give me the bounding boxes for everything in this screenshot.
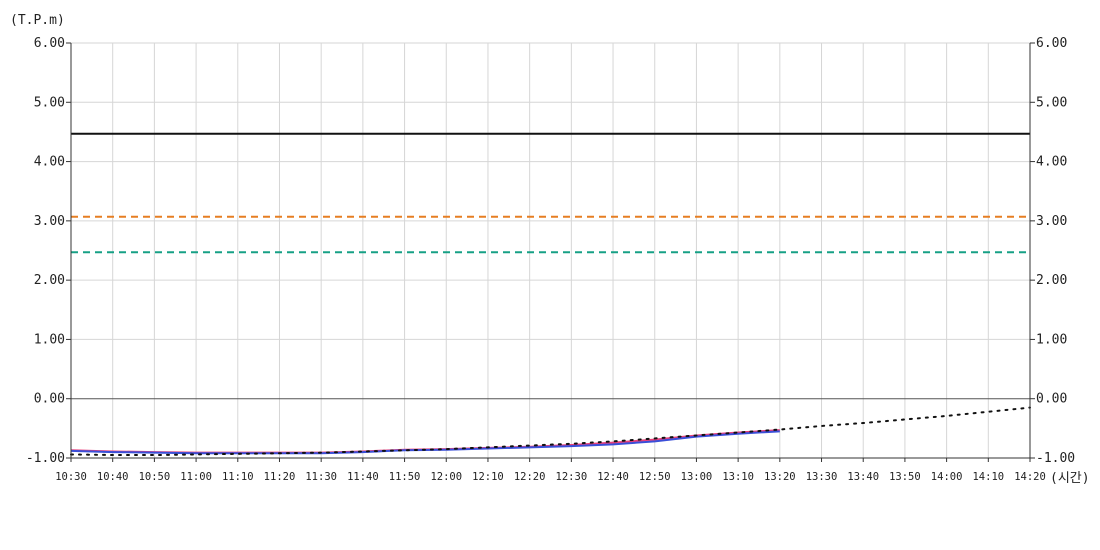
reference-lines (71, 132, 1030, 254)
x-tick-label: 10:40 (97, 471, 129, 483)
x-tick-label: 11:50 (389, 471, 421, 483)
y-axis-label: (T.P.m) (10, 13, 65, 28)
x-tick-label: 13:10 (722, 471, 754, 483)
y-tick-label-right: 2.00 (1036, 273, 1067, 288)
y-tick-label-left: -1.00 (26, 451, 65, 466)
x-tick-label: 13:40 (847, 471, 879, 483)
x-tick-label: 14:20 (1014, 471, 1046, 483)
y-tick-label-right: -1.00 (1036, 451, 1075, 466)
x-tick-label: 12:30 (556, 471, 588, 483)
y-tick-label-left: 1.00 (34, 332, 65, 347)
y-tick-label-right: 3.00 (1036, 214, 1067, 229)
y-tick-label-right: 1.00 (1036, 332, 1067, 347)
x-tick-label: 10:50 (139, 471, 171, 483)
tick-labels: 6.00 6.00 5.00 5.00 4.00 4.00 3.00 3.00 2.00 2.00… (26, 36, 1075, 483)
y-tick-label-right: 4.00 (1036, 155, 1067, 170)
x-tick-label: 12:50 (639, 471, 671, 483)
series-lines (70, 406, 1031, 457)
y-tick-label-left: 5.00 (34, 95, 65, 110)
series-line (70, 406, 1031, 457)
x-axis-label: (시간) (1050, 471, 1090, 486)
x-tick-label: 12:10 (472, 471, 504, 483)
x-tick-label: 11:30 (305, 471, 337, 483)
x-tick-label: 11:10 (222, 471, 254, 483)
grid (70, 42, 1031, 459)
x-tick-label: 13:30 (806, 471, 838, 483)
x-tick-label: 14:10 (972, 471, 1004, 483)
x-tick-label: 13:20 (764, 471, 796, 483)
x-tick-label: 11:20 (264, 471, 296, 483)
y-tick-label-left: 4.00 (34, 155, 65, 170)
y-tick-label-left: 0.00 (34, 392, 65, 407)
x-tick-label: 13:50 (889, 471, 921, 483)
x-tick-label: 12:20 (514, 471, 546, 483)
y-tick-label-left: 6.00 (34, 36, 65, 51)
x-tick-label: 13:00 (681, 471, 713, 483)
x-tick-label: 11:40 (347, 471, 379, 483)
y-tick-label-left: 2.00 (34, 273, 65, 288)
x-tick-label: 12:40 (597, 471, 629, 483)
y-tick-label-right: 5.00 (1036, 95, 1067, 110)
x-tick-label: 14:00 (931, 471, 963, 483)
axes (66, 42, 1035, 462)
y-tick-label-right: 0.00 (1036, 392, 1067, 407)
x-tick-label: 10:30 (55, 471, 87, 483)
y-tick-label-right: 6.00 (1036, 36, 1067, 51)
x-tick-label: 11:00 (180, 471, 212, 483)
x-tick-label: 12:00 (430, 471, 462, 483)
y-tick-label-left: 3.00 (34, 214, 65, 229)
